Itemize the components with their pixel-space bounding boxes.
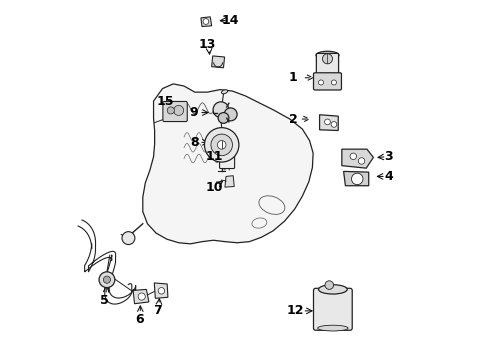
- Circle shape: [122, 231, 135, 244]
- Text: 2: 2: [289, 113, 298, 126]
- FancyBboxPatch shape: [317, 53, 339, 76]
- Polygon shape: [319, 115, 338, 131]
- Circle shape: [324, 119, 330, 125]
- Circle shape: [351, 173, 363, 185]
- Circle shape: [211, 134, 232, 156]
- Ellipse shape: [221, 90, 228, 94]
- Circle shape: [203, 19, 209, 24]
- Circle shape: [318, 80, 323, 85]
- Circle shape: [103, 276, 111, 283]
- Text: 1: 1: [289, 71, 298, 84]
- Ellipse shape: [316, 51, 339, 59]
- Text: 4: 4: [384, 170, 393, 183]
- Circle shape: [218, 140, 226, 149]
- Circle shape: [167, 107, 174, 114]
- Ellipse shape: [318, 325, 348, 331]
- Polygon shape: [154, 283, 168, 298]
- Text: 10: 10: [206, 181, 223, 194]
- FancyBboxPatch shape: [314, 288, 352, 330]
- Circle shape: [331, 122, 337, 127]
- Circle shape: [322, 54, 333, 64]
- Circle shape: [358, 158, 365, 164]
- Circle shape: [218, 113, 229, 123]
- Text: 15: 15: [157, 95, 174, 108]
- Ellipse shape: [318, 285, 347, 294]
- Polygon shape: [342, 149, 373, 168]
- Text: 5: 5: [100, 294, 109, 307]
- FancyBboxPatch shape: [314, 73, 342, 90]
- Text: 3: 3: [384, 150, 393, 163]
- FancyBboxPatch shape: [220, 147, 235, 168]
- Polygon shape: [133, 289, 149, 304]
- Text: 12: 12: [287, 305, 304, 318]
- Text: 7: 7: [153, 305, 162, 318]
- Text: 6: 6: [135, 313, 144, 327]
- Polygon shape: [225, 176, 234, 187]
- Text: 14: 14: [222, 14, 240, 27]
- Text: 13: 13: [198, 38, 216, 51]
- Polygon shape: [143, 84, 313, 244]
- Text: 8: 8: [190, 136, 198, 149]
- Circle shape: [350, 153, 357, 159]
- Polygon shape: [343, 171, 368, 186]
- Circle shape: [224, 108, 237, 121]
- Circle shape: [158, 288, 165, 294]
- Circle shape: [204, 128, 239, 162]
- Polygon shape: [212, 56, 224, 68]
- FancyBboxPatch shape: [163, 102, 187, 122]
- Circle shape: [99, 272, 115, 288]
- Circle shape: [138, 293, 146, 300]
- Text: 9: 9: [190, 106, 198, 119]
- Circle shape: [213, 102, 229, 118]
- Circle shape: [331, 80, 337, 85]
- Circle shape: [325, 281, 334, 289]
- Circle shape: [173, 105, 184, 116]
- Polygon shape: [201, 17, 212, 27]
- Text: 11: 11: [206, 150, 223, 163]
